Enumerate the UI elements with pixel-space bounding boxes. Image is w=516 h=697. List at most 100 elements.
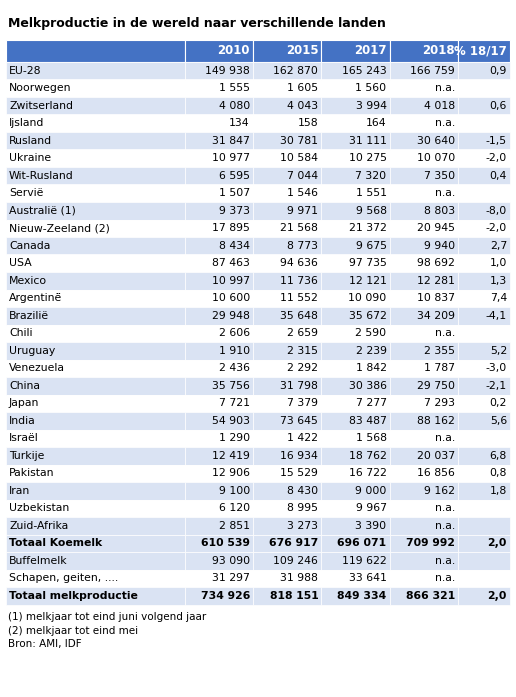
Text: 21 372: 21 372 [349, 223, 386, 233]
Text: 162 870: 162 870 [273, 66, 318, 76]
Text: 1 842: 1 842 [356, 363, 386, 374]
Text: 29 750: 29 750 [417, 381, 455, 391]
Text: 20 037: 20 037 [417, 451, 455, 461]
Text: 696 071: 696 071 [337, 538, 386, 549]
Text: 7 044: 7 044 [287, 171, 318, 181]
Text: 2,0: 2,0 [488, 591, 507, 601]
Text: 31 798: 31 798 [280, 381, 318, 391]
Text: -2,0: -2,0 [486, 223, 507, 233]
Text: 2,0: 2,0 [488, 538, 507, 549]
Text: 97 735: 97 735 [349, 259, 386, 268]
Text: -3,0: -3,0 [486, 363, 507, 374]
Text: n.a.: n.a. [434, 573, 455, 583]
Text: Zuid-Afrika: Zuid-Afrika [9, 521, 68, 530]
Text: 1,8: 1,8 [490, 486, 507, 496]
Text: Rusland: Rusland [9, 136, 52, 146]
Text: USA: USA [9, 259, 32, 268]
Text: 10 600: 10 600 [212, 293, 250, 303]
Text: Uzbekistan: Uzbekistan [9, 503, 69, 513]
Text: Iran: Iran [9, 486, 30, 496]
Text: n.a.: n.a. [434, 188, 455, 198]
Text: Turkije: Turkije [9, 451, 44, 461]
Text: 2 292: 2 292 [287, 363, 318, 374]
Text: 9 971: 9 971 [287, 206, 318, 216]
Text: 8 995: 8 995 [287, 503, 318, 513]
Text: 9 568: 9 568 [356, 206, 386, 216]
Text: EU-28: EU-28 [9, 66, 41, 76]
Text: 1 605: 1 605 [287, 83, 318, 93]
Text: Argentinë̈: Argentinë̈ [9, 293, 62, 303]
Text: 164: 164 [366, 118, 386, 128]
Text: Brazilië: Brazilië [9, 311, 49, 321]
Text: 30 640: 30 640 [417, 136, 455, 146]
Text: Ukraine: Ukraine [9, 153, 51, 163]
Text: -4,1: -4,1 [486, 311, 507, 321]
Text: 9 000: 9 000 [355, 486, 386, 496]
Text: 29 948: 29 948 [212, 311, 250, 321]
Text: 12 419: 12 419 [212, 451, 250, 461]
Text: 2010: 2010 [217, 45, 250, 57]
Text: 165 243: 165 243 [342, 66, 386, 76]
Text: n.a.: n.a. [434, 118, 455, 128]
Text: Wit-Rusland: Wit-Rusland [9, 171, 74, 181]
Text: 709 992: 709 992 [406, 538, 455, 549]
Text: 12 121: 12 121 [349, 276, 386, 286]
Text: (1) melkjaar tot eind juni volgend jaar: (1) melkjaar tot eind juni volgend jaar [8, 611, 206, 622]
Text: 1 560: 1 560 [356, 83, 386, 93]
Text: 8 430: 8 430 [287, 486, 318, 496]
Text: 4 018: 4 018 [424, 101, 455, 111]
Text: 21 568: 21 568 [280, 223, 318, 233]
Text: 6,8: 6,8 [490, 451, 507, 461]
Text: 119 622: 119 622 [342, 556, 386, 566]
Text: 16 722: 16 722 [349, 468, 386, 478]
Text: Venezuela: Venezuela [9, 363, 65, 374]
Text: 866 321: 866 321 [406, 591, 455, 601]
Text: 9 967: 9 967 [356, 503, 386, 513]
Text: 2 851: 2 851 [219, 521, 250, 530]
Text: Chili: Chili [9, 328, 33, 338]
Text: Totaal melkproductie: Totaal melkproductie [9, 591, 138, 601]
Text: 16 856: 16 856 [417, 468, 455, 478]
Text: 7 350: 7 350 [424, 171, 455, 181]
Text: 31 847: 31 847 [212, 136, 250, 146]
Text: 2017: 2017 [354, 45, 386, 57]
Text: Schapen, geiten, ....: Schapen, geiten, .... [9, 573, 118, 583]
Text: 7 277: 7 277 [356, 398, 386, 408]
Text: 2 606: 2 606 [219, 328, 250, 338]
Text: 2 659: 2 659 [287, 328, 318, 338]
Text: 15 529: 15 529 [280, 468, 318, 478]
Text: 10 837: 10 837 [417, 293, 455, 303]
Text: 9 162: 9 162 [424, 486, 455, 496]
Text: 109 246: 109 246 [273, 556, 318, 566]
Text: 30 386: 30 386 [349, 381, 386, 391]
Text: 3 390: 3 390 [356, 521, 386, 530]
Text: % 18/17: % 18/17 [454, 45, 507, 57]
Text: 1 910: 1 910 [219, 346, 250, 355]
Text: n.a.: n.a. [434, 83, 455, 93]
Text: 31 111: 31 111 [349, 136, 386, 146]
Text: 11 552: 11 552 [280, 293, 318, 303]
Text: 12 906: 12 906 [212, 468, 250, 478]
Text: 1 422: 1 422 [287, 434, 318, 443]
Text: 10 584: 10 584 [280, 153, 318, 163]
Text: 10 997: 10 997 [212, 276, 250, 286]
Text: China: China [9, 381, 40, 391]
Text: 2018: 2018 [422, 45, 455, 57]
Text: Nieuw-Zeeland (2): Nieuw-Zeeland (2) [9, 223, 110, 233]
Text: 8 434: 8 434 [219, 240, 250, 251]
Text: Ijsland: Ijsland [9, 118, 44, 128]
Text: n.a.: n.a. [434, 556, 455, 566]
Text: 5,2: 5,2 [490, 346, 507, 355]
Text: Totaal Koemelk: Totaal Koemelk [9, 538, 102, 549]
Text: Japan: Japan [9, 398, 39, 408]
Text: 9 373: 9 373 [219, 206, 250, 216]
Text: 1,3: 1,3 [490, 276, 507, 286]
Text: 610 539: 610 539 [201, 538, 250, 549]
Text: Pakistan: Pakistan [9, 468, 55, 478]
Text: 7,4: 7,4 [490, 293, 507, 303]
Text: 166 759: 166 759 [410, 66, 455, 76]
Text: 6 595: 6 595 [219, 171, 250, 181]
Text: 10 070: 10 070 [417, 153, 455, 163]
Text: 88 162: 88 162 [417, 415, 455, 426]
Text: 149 938: 149 938 [205, 66, 250, 76]
